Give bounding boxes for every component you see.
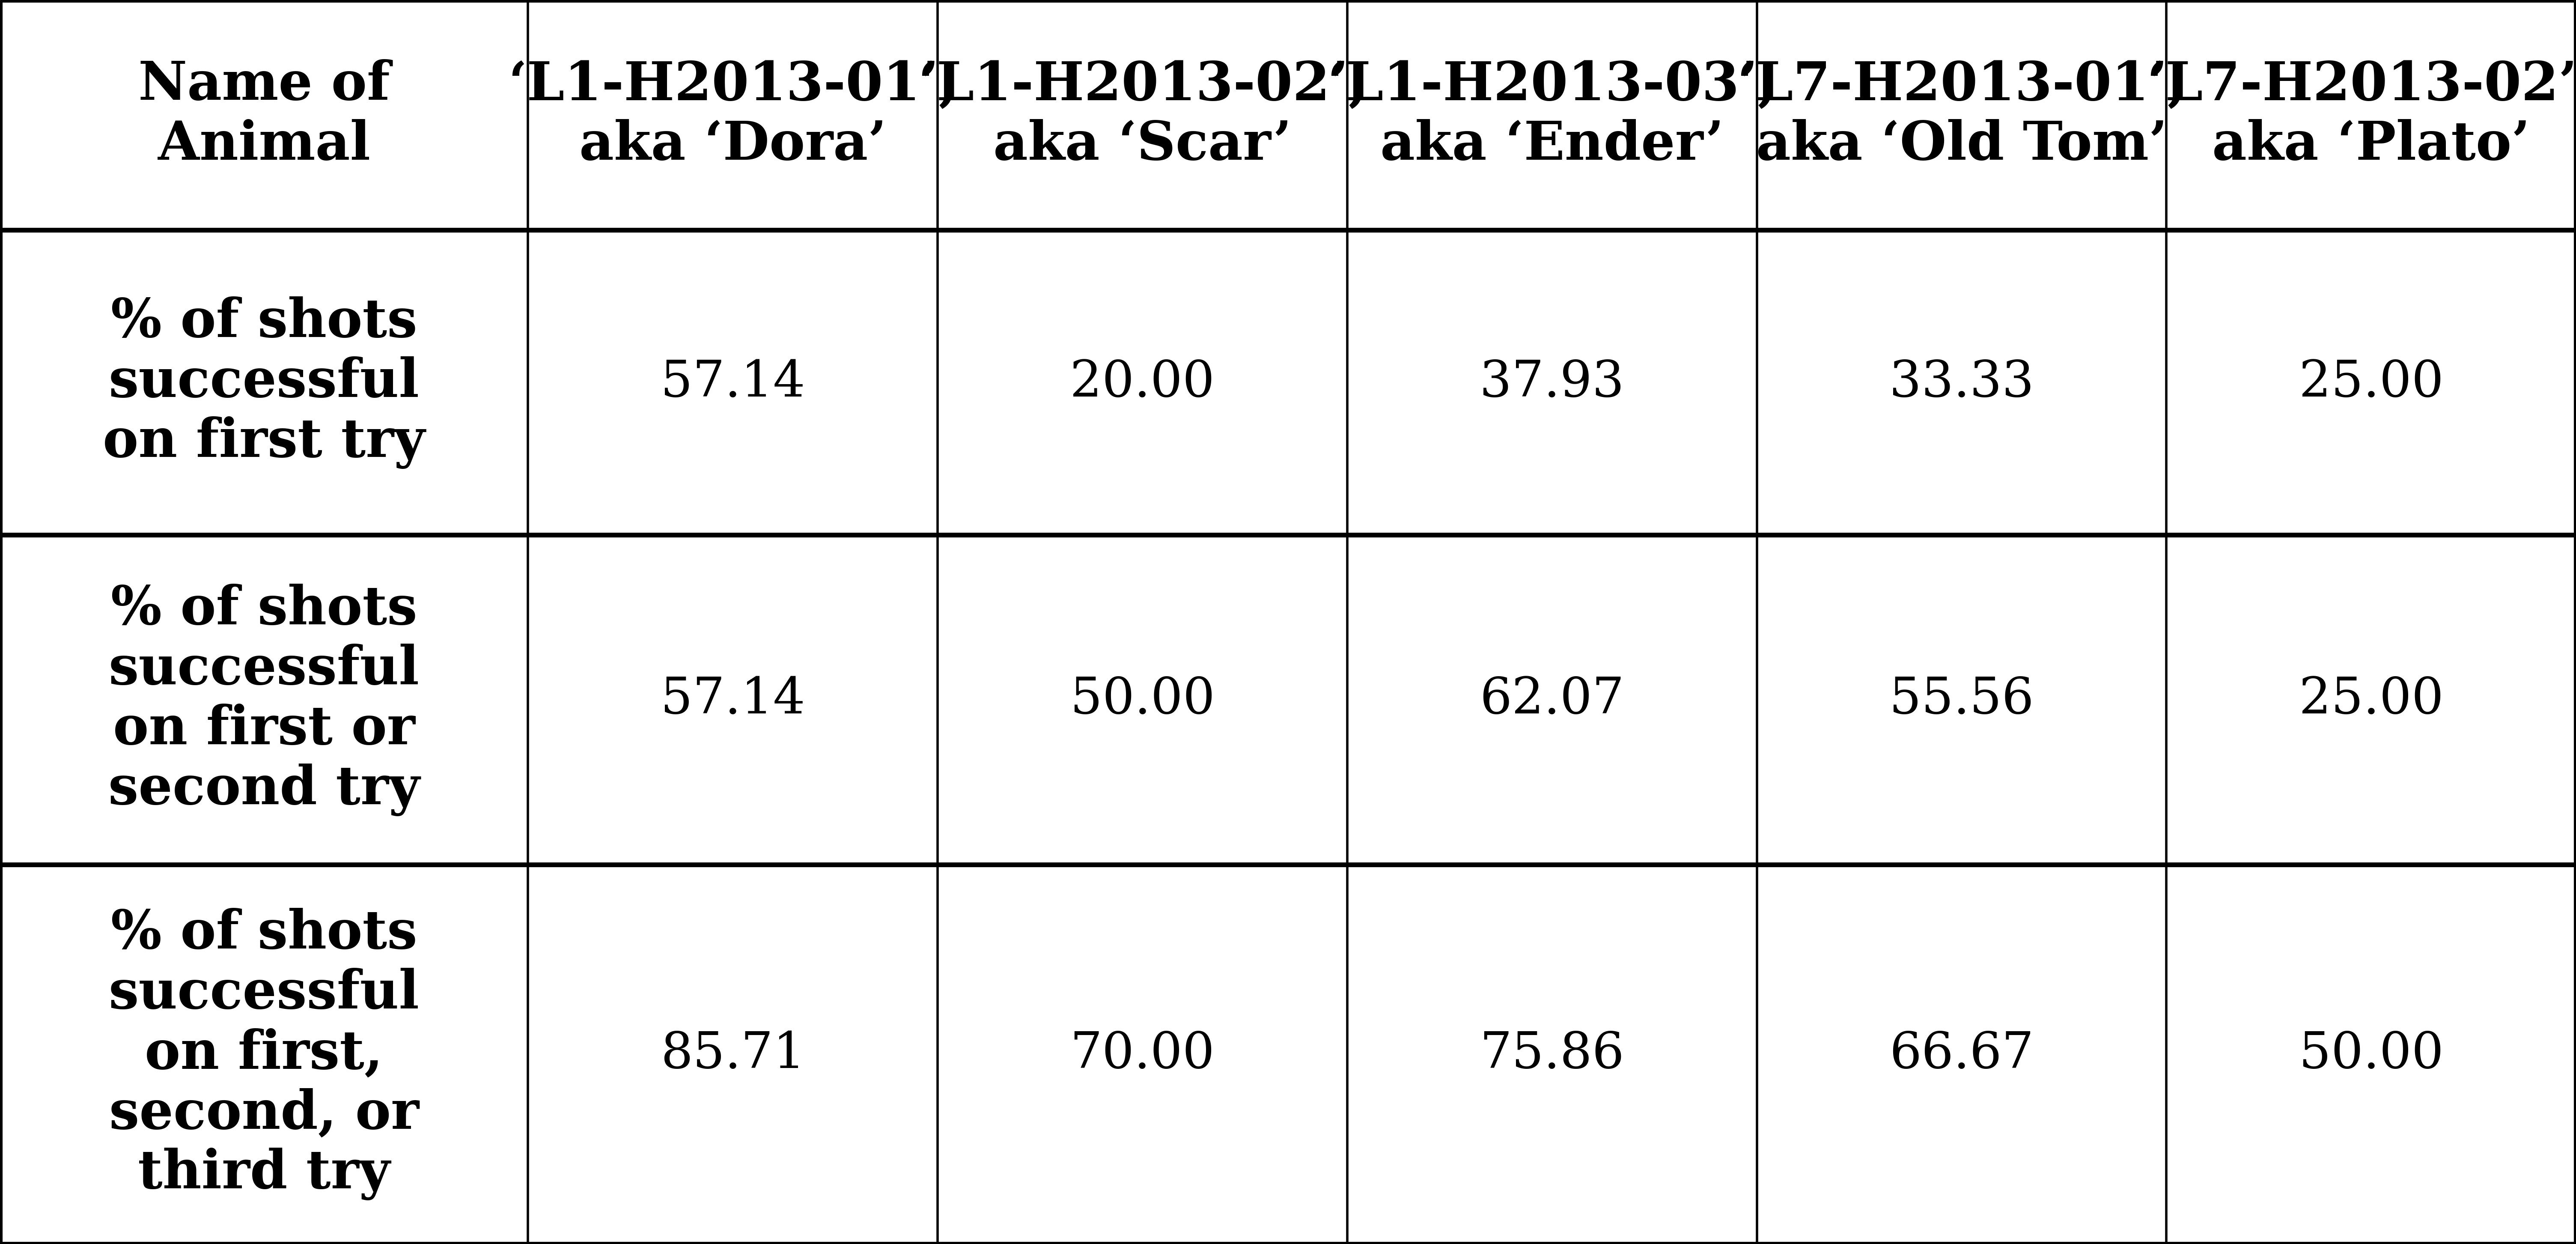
Text: 55.56: 55.56 (1888, 675, 2035, 724)
Bar (0, 0, 528, 230)
Bar (2166, 865, 2576, 1244)
Bar (528, 535, 938, 865)
Text: ‘L7-H2013-01’,
aka ‘Old Tom’: ‘L7-H2013-01’, aka ‘Old Tom’ (1736, 60, 2187, 170)
Text: 57.14: 57.14 (659, 358, 806, 407)
Text: 50.00: 50.00 (1069, 675, 1216, 724)
Text: % of shots
successful
on first try: % of shots successful on first try (103, 296, 425, 469)
Bar (2166, 535, 2576, 865)
Text: 57.14: 57.14 (659, 675, 806, 724)
Bar (1757, 230, 2166, 535)
Bar (938, 865, 1347, 1244)
Text: ‘L7-H2013-02’,
aka ‘Plato’: ‘L7-H2013-02’, aka ‘Plato’ (2146, 60, 2576, 170)
Text: 85.71: 85.71 (659, 1030, 806, 1079)
Bar (1757, 865, 2166, 1244)
Text: 20.00: 20.00 (1069, 358, 1216, 407)
Bar (1347, 865, 1757, 1244)
Text: 62.07: 62.07 (1479, 675, 1625, 724)
Text: 33.33: 33.33 (1888, 358, 2035, 407)
Text: 25.00: 25.00 (2298, 675, 2445, 724)
Bar (938, 0, 1347, 230)
Bar (1347, 0, 1757, 230)
Bar (938, 230, 1347, 535)
Bar (528, 230, 938, 535)
Bar (0, 535, 528, 865)
Text: ‘L1-H2013-03’,
aka ‘Ender’: ‘L1-H2013-03’, aka ‘Ender’ (1327, 60, 1777, 170)
Text: % of shots
successful
on first,
second, or
third try: % of shots successful on first, second, … (108, 908, 420, 1200)
Text: ‘L1-H2013-02’,
aka ‘Scar’: ‘L1-H2013-02’, aka ‘Scar’ (917, 60, 1368, 170)
Text: 66.67: 66.67 (1888, 1030, 2035, 1079)
Bar (1757, 535, 2166, 865)
Text: ‘L1-H2013-01’,
aka ‘Dora’: ‘L1-H2013-01’, aka ‘Dora’ (507, 60, 958, 170)
Text: 50.00: 50.00 (2298, 1030, 2445, 1079)
Bar (1347, 230, 1757, 535)
Bar (528, 865, 938, 1244)
Text: 70.00: 70.00 (1069, 1030, 1216, 1079)
Bar (2166, 230, 2576, 535)
Bar (0, 865, 528, 1244)
Text: 37.93: 37.93 (1479, 358, 1625, 407)
Bar (528, 0, 938, 230)
Bar (2166, 0, 2576, 230)
Text: 25.00: 25.00 (2298, 358, 2445, 407)
Bar (938, 535, 1347, 865)
Bar (1347, 535, 1757, 865)
Bar (0, 230, 528, 535)
Text: 75.86: 75.86 (1479, 1030, 1625, 1079)
Bar (1757, 0, 2166, 230)
Text: Name of
Animal: Name of Animal (139, 60, 389, 170)
Text: % of shots
successful
on first or
second try: % of shots successful on first or second… (108, 583, 420, 816)
